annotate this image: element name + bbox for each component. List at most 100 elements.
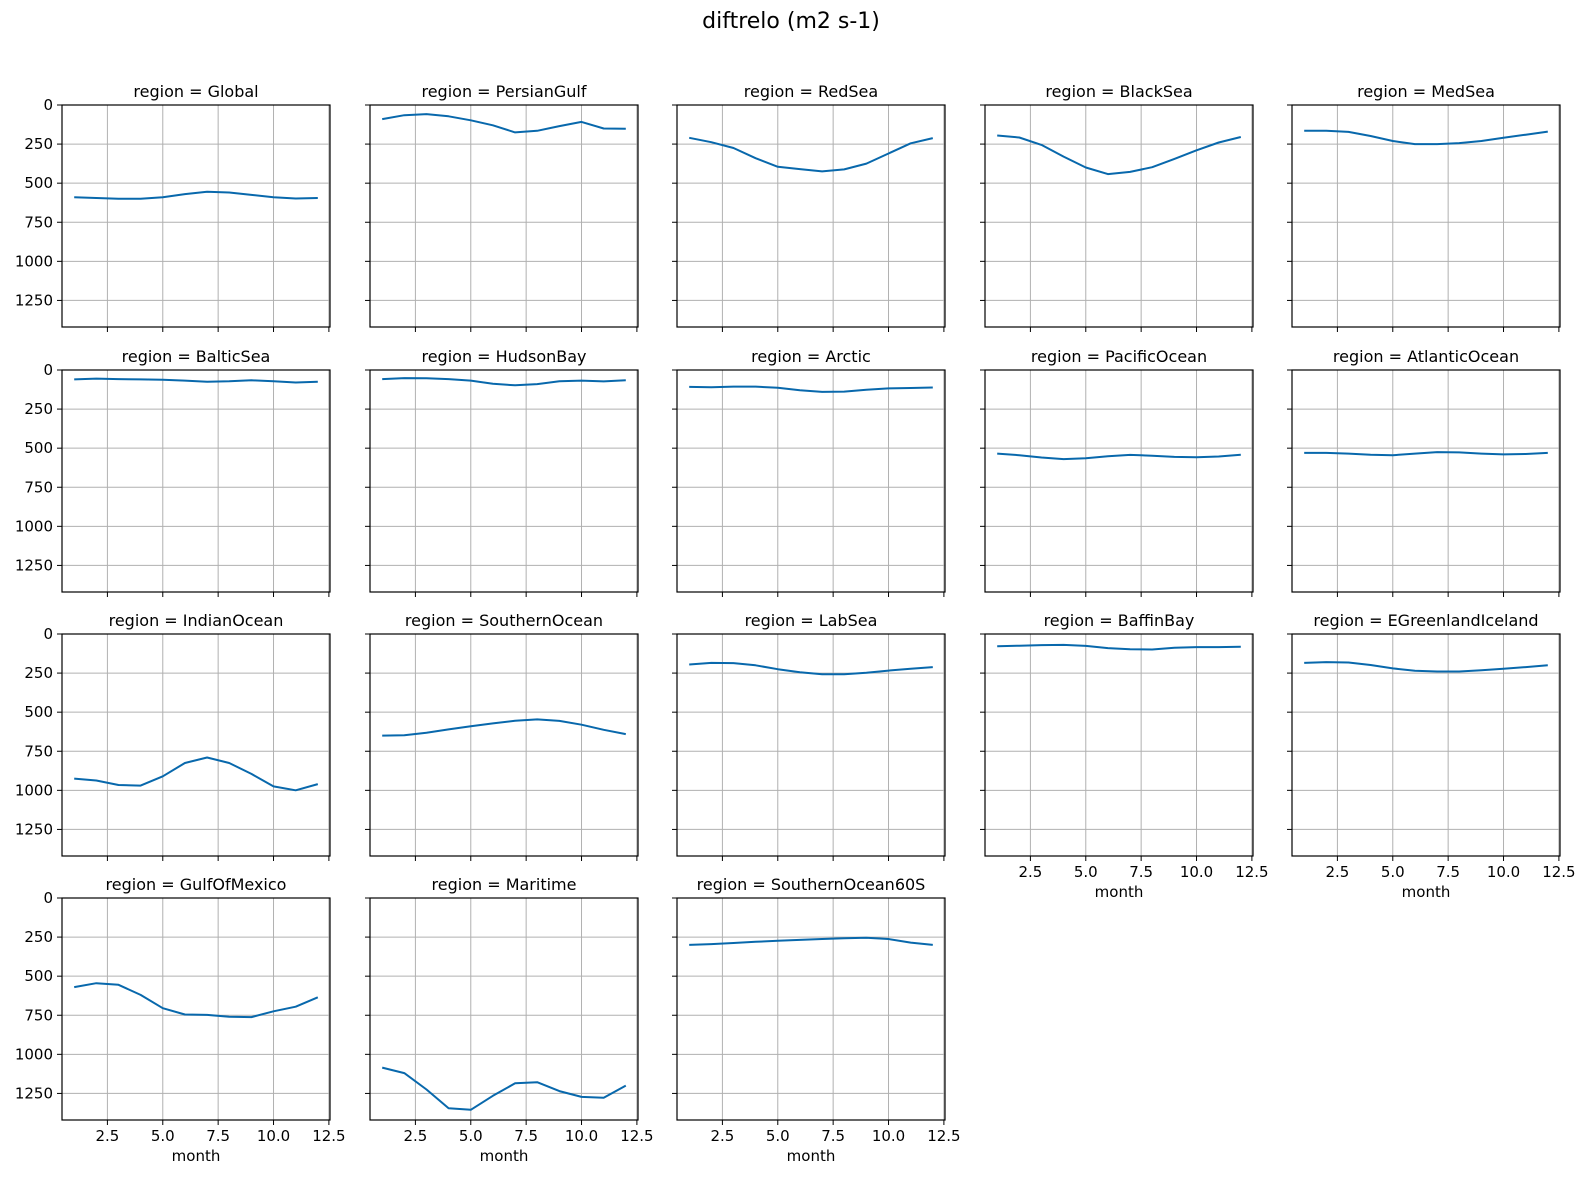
axes-frame xyxy=(1291,104,1561,328)
y-tick-label: 1000 xyxy=(15,517,53,535)
x-tick-label: 12.5 xyxy=(312,1127,345,1145)
panel-title: region = GulfOfMexico xyxy=(106,875,287,894)
series-line xyxy=(997,452,1241,461)
x-tick-label: 10.0 xyxy=(1180,863,1213,881)
axes-frame xyxy=(369,633,639,857)
x-tick-label: 7.5 xyxy=(206,1127,230,1145)
x-tick-label: 2.5 xyxy=(1325,863,1349,881)
panel: region = PersianGulf xyxy=(365,82,639,332)
panel: region = Arctic xyxy=(672,347,946,597)
x-tick-label: 12.5 xyxy=(927,1127,960,1145)
axes-frame xyxy=(1291,369,1561,593)
y-tick-label: 0 xyxy=(43,889,53,907)
panel: region = SouthernOcean xyxy=(365,611,639,861)
y-tick-label: 1250 xyxy=(15,291,53,309)
y-tick-label: 750 xyxy=(24,742,53,760)
panel-title: region = Maritime xyxy=(432,875,577,894)
series-line xyxy=(689,385,933,393)
axes-frame xyxy=(369,897,639,1121)
panel-title: region = SouthernOcean60S xyxy=(697,875,926,894)
x-tick-label: 5.0 xyxy=(151,1127,175,1145)
y-tick-label: 250 xyxy=(24,928,53,946)
x-tick-label: 12.5 xyxy=(1235,863,1268,881)
series-line xyxy=(997,134,1242,176)
axes-frame xyxy=(61,633,331,857)
x-axis-label: month xyxy=(172,1147,221,1165)
y-tick-label: 500 xyxy=(24,174,53,192)
axes-frame xyxy=(676,897,946,1121)
panel: 0 250 500 750 1000 1250 region = BalticSea xyxy=(15,347,331,597)
y-tick-label: 1250 xyxy=(15,1084,53,1102)
axes-frame xyxy=(984,104,1254,328)
x-axis-label: month xyxy=(1402,883,1451,901)
panel-title: region = BlackSea xyxy=(1045,82,1192,101)
panel: 2.5 5.0 7.5 10.0 12.5 month region = BaffinBay xyxy=(980,611,1269,901)
axes-frame xyxy=(984,633,1254,857)
y-tick-label: 500 xyxy=(24,439,53,457)
panel-title: region = RedSea xyxy=(744,82,878,101)
panel-title: region = Global xyxy=(133,82,258,101)
axes-frame xyxy=(676,104,946,328)
series-line xyxy=(74,756,319,792)
y-tick-label: 0 xyxy=(43,96,53,114)
figure-title: diftrelo (m2 s-1) xyxy=(702,9,880,34)
y-tick-label: 250 xyxy=(24,664,53,682)
y-tick-label: 750 xyxy=(24,213,53,231)
axes-frame xyxy=(61,897,331,1121)
x-tick-label: 7.5 xyxy=(821,1127,845,1145)
series-line xyxy=(1304,129,1548,146)
panel: region = HudsonBay xyxy=(365,347,639,597)
x-tick-label: 10.0 xyxy=(1487,863,1520,881)
series-line xyxy=(382,377,626,387)
axes-frame xyxy=(369,104,639,328)
panel-title: region = PersianGulf xyxy=(421,82,586,101)
y-tick-label: 250 xyxy=(24,135,53,153)
axes-frame xyxy=(676,633,946,857)
axes-frame xyxy=(984,369,1254,593)
axes-frame xyxy=(676,369,946,593)
panel-title: region = IndianOcean xyxy=(109,611,284,630)
panel: region = LabSea xyxy=(672,611,946,861)
series-line xyxy=(1304,661,1548,673)
series-line xyxy=(689,661,933,676)
y-tick-label: 500 xyxy=(24,967,53,985)
panel: 0 250 500 750 1000 1250 region = Global xyxy=(15,82,331,332)
x-tick-label: 5.0 xyxy=(1074,863,1098,881)
x-tick-label: 10.0 xyxy=(565,1127,598,1145)
panel: region = PacificOcean xyxy=(980,347,1254,597)
y-tick-label: 750 xyxy=(24,1006,53,1024)
panel: 2.5 5.0 7.5 10.0 12.5 month region = Maritime xyxy=(365,875,654,1165)
x-tick-label: 10.0 xyxy=(257,1127,290,1145)
x-tick-label: 5.0 xyxy=(459,1127,483,1145)
axes-frame xyxy=(61,369,331,593)
panel: region = AtlanticOcean xyxy=(1287,347,1561,597)
panel-title: region = PacificOcean xyxy=(1031,347,1207,366)
panel: 0 250 500 750 1000 1250 region = IndianOcean xyxy=(15,611,331,861)
panel: 0 250 500 750 1000 1250 2.5 5.0 7.5 10.0 12.5 month… xyxy=(15,875,346,1165)
x-tick-label: 2.5 xyxy=(1018,863,1042,881)
panel-grid: 0 250 500 750 1000 1250 region = Global region … xyxy=(15,82,1576,1165)
panel-title: region = AtlanticOcean xyxy=(1333,347,1519,366)
panel: region = BlackSea xyxy=(980,82,1254,332)
series-line xyxy=(74,982,319,1019)
panel-title: region = LabSea xyxy=(745,611,878,630)
x-tick-label: 12.5 xyxy=(620,1127,653,1145)
x-axis-label: month xyxy=(1095,883,1144,901)
axes-frame xyxy=(61,104,331,328)
series-line xyxy=(381,1066,627,1111)
panel: region = MedSea xyxy=(1287,82,1561,332)
panel-title: region = SouthernOcean xyxy=(405,611,603,630)
y-tick-label: 250 xyxy=(24,400,53,418)
panel-title: region = HudsonBay xyxy=(421,347,586,366)
x-tick-label: 5.0 xyxy=(766,1127,790,1145)
x-tick-label: 7.5 xyxy=(1129,863,1153,881)
x-axis-label: month xyxy=(787,1147,836,1165)
x-tick-label: 2.5 xyxy=(403,1127,427,1145)
panel: 2.5 5.0 7.5 10.0 12.5 month region = EGreenlan… xyxy=(1287,611,1576,901)
y-tick-label: 1250 xyxy=(15,556,53,574)
y-tick-label: 0 xyxy=(43,361,53,379)
y-tick-label: 1000 xyxy=(15,252,53,270)
y-tick-label: 1250 xyxy=(15,820,53,838)
axes-frame xyxy=(1291,633,1561,857)
x-tick-label: 2.5 xyxy=(710,1127,734,1145)
